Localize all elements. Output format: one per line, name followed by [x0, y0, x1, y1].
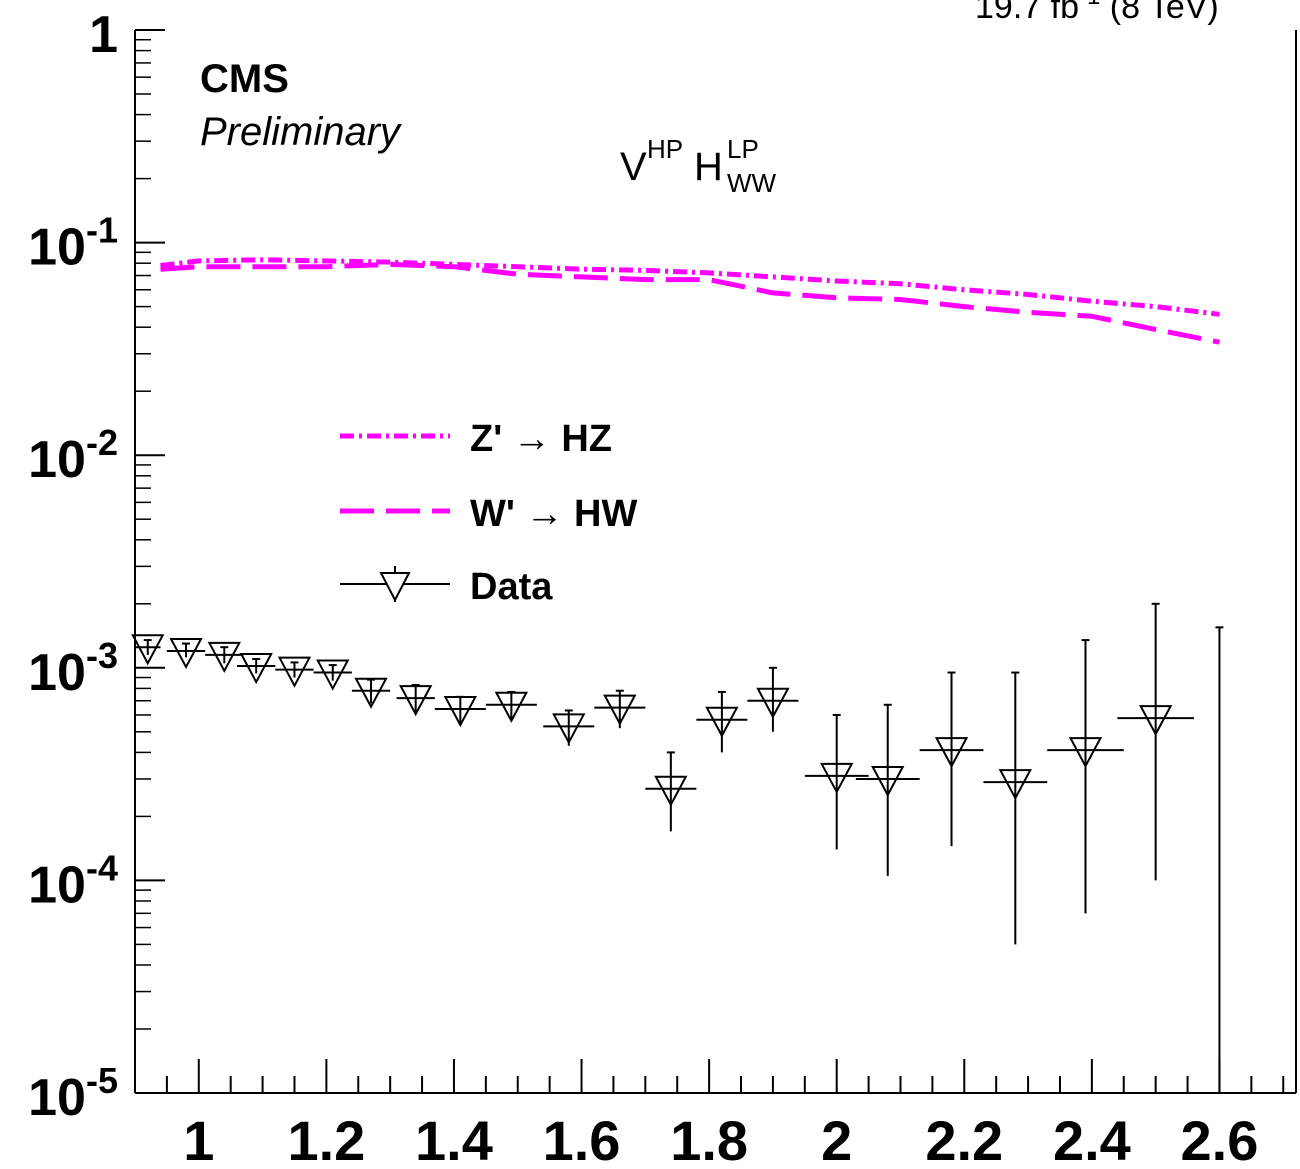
- data-point: [313, 659, 352, 691]
- data-point: [166, 637, 206, 670]
- data-point: [543, 709, 595, 746]
- data-marker: [552, 713, 586, 745]
- data-point: [434, 695, 486, 728]
- svg-text:HP: HP: [647, 134, 683, 164]
- x-axis-tick-labels: 1 1.2 1.4 1.6 1.8 2 2.2 2.4 2.6: [183, 1109, 1258, 1169]
- svg-text:LP: LP: [727, 134, 759, 164]
- x-tick-label: 1: [183, 1109, 214, 1169]
- data-marker: [207, 641, 241, 674]
- data-point: [351, 677, 391, 709]
- data-marker: [277, 656, 312, 688]
- x-axis-ticks: [134, 1059, 1285, 1093]
- x-tick-label: 2.4: [1053, 1109, 1131, 1169]
- legend-data-label: Data: [470, 566, 553, 608]
- x-tick-label: 1.4: [415, 1109, 493, 1169]
- data-marker: [316, 659, 350, 691]
- data-marker: [239, 652, 273, 685]
- x-tick-label: 2.2: [925, 1109, 1003, 1169]
- data-point: [275, 656, 314, 688]
- axes-frame: [134, 30, 1297, 1094]
- data-point: [594, 689, 646, 729]
- x-tick-label: 1.8: [670, 1109, 748, 1169]
- svg-text:H: H: [694, 145, 723, 189]
- data-marker: [494, 691, 529, 723]
- x-tick-label: 1.2: [287, 1109, 365, 1169]
- data-point: [1117, 602, 1194, 881]
- svg-text:V: V: [620, 145, 647, 189]
- lumi-exponent: -1: [1079, 0, 1100, 10]
- data-marker: [934, 737, 969, 769]
- data-points: [131, 602, 1224, 1093]
- x-tick-label: 2.6: [1181, 1109, 1259, 1169]
- y-axis-ticks: [135, 29, 165, 1094]
- data-point: [1047, 639, 1124, 914]
- data-point: [983, 671, 1048, 945]
- data-marker: [399, 685, 433, 717]
- data-point: [1215, 626, 1224, 1093]
- data-point: [919, 671, 984, 847]
- y-tick-label: 10-4: [28, 847, 118, 914]
- y-tick-label: 10-5: [28, 1060, 118, 1127]
- data-marker: [654, 775, 688, 807]
- data-marker: [820, 762, 854, 795]
- data-point: [645, 751, 697, 832]
- lumi-label: 19.7 fb-1 (8 TeV): [975, 0, 1219, 26]
- data-point: [804, 713, 869, 850]
- svg-text:WW: WW: [727, 168, 777, 198]
- data-point: [131, 634, 165, 666]
- series-line-1: [160, 261, 1220, 345]
- y-axis-tick-labels: 10-5 10-4 10-3 10-2 10-1 1: [28, 6, 118, 1127]
- data-point: [237, 652, 276, 685]
- data-marker: [169, 637, 203, 670]
- data-marker: [443, 696, 478, 728]
- legend-zprime-label: Z' → HZ: [470, 418, 612, 460]
- legend: Z' → HZ W' → HW Data: [340, 418, 637, 608]
- series-layer: [160, 257, 1220, 345]
- data-marker: [1138, 705, 1173, 737]
- data-marker: [756, 687, 790, 719]
- energy-label: (8 TeV): [1100, 0, 1218, 26]
- data-point: [696, 690, 748, 753]
- data-marker: [871, 765, 905, 798]
- x-tick-label: 2: [821, 1109, 852, 1169]
- data-point: [747, 666, 799, 732]
- y-tick-label: 1: [89, 6, 118, 64]
- series-line-0: [160, 257, 1220, 317]
- y-tick-label: 10-3: [28, 635, 118, 702]
- experiment-label: CMS: [200, 57, 289, 101]
- y-tick-label: 10-2: [28, 422, 118, 489]
- data-marker: [603, 694, 637, 726]
- data-marker: [998, 769, 1032, 801]
- data-marker: [131, 634, 165, 666]
- legend-data-marker: [340, 566, 450, 603]
- data-marker: [354, 677, 388, 709]
- category-label: V HP H LP WW: [620, 134, 777, 198]
- y-tick-label: 10-1: [28, 210, 118, 277]
- legend-wprime-label: W' → HW: [470, 493, 637, 535]
- status-label: Preliminary: [200, 110, 403, 154]
- data-point: [205, 641, 244, 674]
- data-marker: [1068, 737, 1103, 769]
- x-tick-label: 1.6: [543, 1109, 621, 1169]
- data-point: [396, 684, 435, 717]
- data-point: [855, 703, 920, 876]
- data-point: [485, 690, 537, 723]
- data-marker: [705, 706, 739, 738]
